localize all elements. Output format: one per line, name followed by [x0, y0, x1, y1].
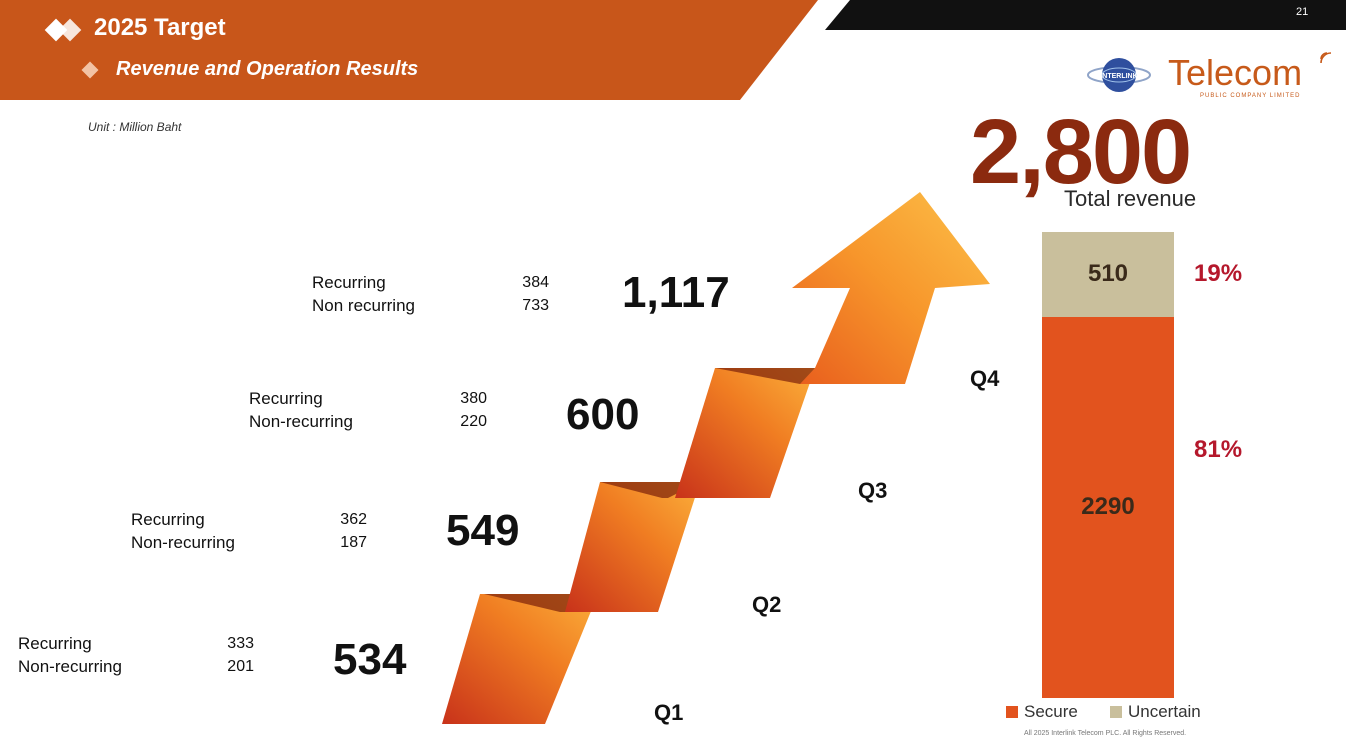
q3-nonrecurring-label: Non-recurring	[249, 412, 353, 431]
unit-label: Unit : Million Baht	[88, 120, 182, 134]
q2-nonrecurring-label: Non-recurring	[131, 533, 235, 552]
q3-recurring-label: Recurring	[249, 389, 323, 408]
legend-swatch-uncertain	[1110, 706, 1122, 718]
bar-label-secure: 2290	[1081, 493, 1135, 521]
total-revenue-value: 2,800	[970, 101, 1192, 203]
q2-recurring-value: 362	[340, 511, 367, 528]
page-number: 21	[1296, 6, 1309, 18]
q1-recurring-value: 333	[227, 635, 254, 652]
signal-icon	[1320, 52, 1332, 64]
globe-logo-icon: INTERLINK	[1087, 58, 1151, 92]
bar-segment-secure: 2290	[1042, 316, 1174, 698]
stair-step-q1	[442, 594, 598, 724]
legend-label-secure: Secure	[1024, 702, 1078, 721]
total-revenue-label: Total revenue	[1064, 186, 1197, 211]
q4-nonrecurring-label: Non recurring	[312, 296, 415, 315]
footer-copyright: All 2025 Interlink Telecom PLC. All Righ…	[1024, 730, 1187, 737]
quarter-label-q1: Q1	[654, 700, 684, 725]
legend-uncertain: Uncertain	[1110, 702, 1201, 722]
legend-swatch-secure	[1006, 706, 1018, 718]
stair-step-q3	[675, 368, 815, 498]
q2-total-value: 549	[446, 506, 520, 555]
q4-recurring-value: 384	[522, 274, 549, 291]
q3-total-value: 600	[566, 390, 640, 439]
legend-label-uncertain: Uncertain	[1128, 702, 1201, 721]
legend-secure: Secure	[1006, 702, 1078, 722]
q1-nonrecurring-label: Non-recurring	[18, 657, 122, 676]
page-title: 2025 Target	[94, 14, 226, 41]
q1-recurring-label: Recurring	[18, 634, 92, 653]
q2-recurring-label: Recurring	[131, 510, 205, 529]
header-banner	[0, 0, 1346, 100]
brand-logo-text: Telecom	[1168, 52, 1303, 93]
q1-nonrecurring-value: 201	[227, 658, 254, 675]
quarter-label-q4: Q4	[970, 366, 1000, 391]
q4-nonrecurring-value: 733	[522, 297, 549, 314]
q4-total-value: 1,117	[622, 268, 730, 317]
q3-recurring-value: 380	[460, 390, 487, 407]
stair-arrow-head	[792, 192, 990, 384]
quarter-label-q3: Q3	[858, 478, 888, 503]
q4-recurring-label: Recurring	[312, 273, 386, 292]
brand-tagline: PUBLIC COMPANY LIMITED	[1200, 93, 1301, 99]
q1-total-value: 534	[333, 635, 407, 684]
bar-label-uncertain: 510	[1087, 260, 1129, 288]
globe-logo-text: INTERLINK	[1100, 73, 1137, 80]
quarter-label-q2: Q2	[752, 592, 782, 617]
stair-step-q2	[565, 482, 700, 612]
q3-nonrecurring-value: 220	[460, 413, 487, 430]
q2-nonrecurring-value: 187	[340, 534, 367, 551]
bar-segment-uncertain: 510	[1042, 232, 1174, 317]
percent-uncertain: 19%	[1194, 260, 1243, 288]
percent-secure: 81%	[1194, 436, 1243, 464]
page-subtitle: Revenue and Operation Results	[116, 58, 419, 80]
